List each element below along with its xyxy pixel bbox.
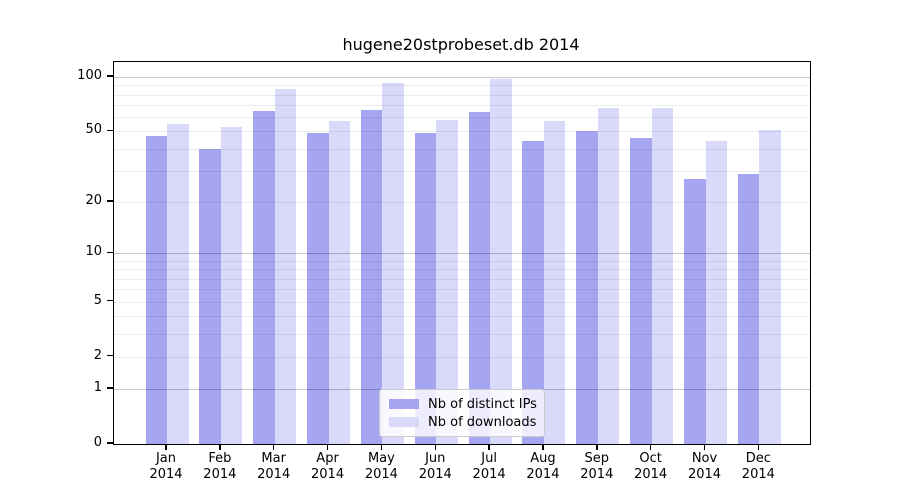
gridline-minor-9 <box>114 260 810 262</box>
gridline-minor-20 <box>114 201 810 203</box>
legend-item-downloads: Nb of downloads <box>389 414 537 431</box>
x-tick-jan <box>165 444 167 450</box>
bar-downloads-may <box>382 82 404 444</box>
gridline-minor-5 <box>114 301 810 303</box>
bar-downloads-dec <box>759 129 781 444</box>
y-tick-label-100: 100 <box>77 68 102 84</box>
y-tick-5 <box>107 299 113 302</box>
gridline-minor-8 <box>114 269 810 271</box>
bar-downloads-oct <box>651 108 674 444</box>
bar-distinct-ips-feb <box>199 148 221 444</box>
legend: Nb of distinct IPs Nb of downloads <box>379 389 545 437</box>
x-tick-aug <box>542 444 544 450</box>
x-tick-label-dec: Dec 2014 <box>741 451 775 482</box>
bar-downloads-jan <box>167 123 189 444</box>
bar-downloads-apr <box>328 121 351 444</box>
gridline-minor-30 <box>114 170 810 172</box>
x-tick-sep <box>596 444 598 450</box>
x-tick-label-nov: Nov 2014 <box>687 451 722 482</box>
y-tick-100 <box>107 75 113 77</box>
y-tick-label-10: 10 <box>85 244 102 260</box>
x-tick-jun <box>434 444 436 450</box>
bar-distinct-ips-jul <box>468 112 491 444</box>
plot-area <box>113 61 811 445</box>
legend-label-distinct-ips: Nb of distinct IPs <box>428 396 537 412</box>
gridline-minor-3 <box>114 333 810 335</box>
bar-distinct-ips-oct <box>630 137 652 444</box>
gridline-minor-90 <box>114 85 810 87</box>
gridline-minor-70 <box>114 105 810 107</box>
y-tick-0 <box>107 442 113 444</box>
x-tick-nov <box>703 444 706 450</box>
y-tick-10 <box>107 251 113 254</box>
bar-downloads-mar <box>274 88 297 444</box>
x-tick-mar <box>272 444 275 450</box>
x-tick-feb <box>219 444 221 450</box>
bar-distinct-ips-jun <box>414 132 437 444</box>
legend-swatch-downloads <box>389 417 419 427</box>
x-tick-label-mar: Mar 2014 <box>257 451 291 482</box>
y-tick-label-50: 50 <box>85 122 102 138</box>
gridline-minor-7 <box>114 278 810 280</box>
gridline-minor-80 <box>114 94 810 96</box>
gridline-major-10 <box>114 253 810 255</box>
x-tick-apr <box>326 444 329 450</box>
x-tick-may <box>380 444 383 450</box>
bar-distinct-ips-dec <box>737 173 760 444</box>
x-tick-jul <box>488 444 490 450</box>
chart-title: hugene20stprobeset.db 2014 <box>342 35 580 54</box>
y-tick-label-2: 2 <box>93 347 102 363</box>
x-tick-label-aug: Aug 2014 <box>526 451 560 482</box>
x-tick-label-jun: Jun 2014 <box>418 451 452 482</box>
y-tick-20 <box>107 200 113 202</box>
bar-distinct-ips-nov <box>684 179 706 444</box>
x-tick-label-sep: Sep 2014 <box>580 451 614 482</box>
bar-distinct-ips-jan <box>145 136 167 444</box>
y-tick-label-0: 0 <box>93 435 102 450</box>
grid-layer <box>114 62 810 444</box>
gridline-minor-6 <box>114 289 810 291</box>
bar-distinct-ips-aug <box>522 141 544 444</box>
legend-item-distinct-ips: Nb of distinct IPs <box>389 396 537 413</box>
y-tick-1 <box>107 387 113 389</box>
bar-downloads-aug <box>543 121 566 444</box>
bar-downloads-feb <box>220 126 243 444</box>
y-tick-50 <box>107 129 113 132</box>
bar-distinct-ips-apr <box>307 132 329 444</box>
gridline-minor-4 <box>114 316 810 318</box>
gridline-minor-2 <box>114 356 810 358</box>
y-tick-label-5: 5 <box>93 292 102 308</box>
x-tick-label-oct: Oct 2014 <box>634 451 668 482</box>
x-tick-label-feb: Feb 2014 <box>203 451 237 482</box>
gridline-minor-40 <box>114 148 810 150</box>
x-tick-label-jul: Jul 2014 <box>472 451 506 482</box>
bar-downloads-nov <box>705 141 727 444</box>
x-tick-label-may: May 2014 <box>364 451 398 482</box>
bar-downloads-sep <box>597 108 620 444</box>
bar-downloads-jul <box>490 79 512 444</box>
bars-layer <box>114 62 810 444</box>
x-tick-label-jan: Jan 2014 <box>149 451 183 482</box>
bar-distinct-ips-mar <box>253 110 275 444</box>
gridline-major-100 <box>114 77 810 79</box>
legend-label-downloads: Nb of downloads <box>428 414 537 430</box>
bar-distinct-ips-sep <box>576 131 598 444</box>
y-tick-2 <box>107 354 113 357</box>
bar-downloads-jun <box>436 119 458 444</box>
legend-swatch-distinct-ips <box>389 399 419 409</box>
gridline-minor-60 <box>114 117 810 119</box>
bar-distinct-ips-may <box>360 109 383 444</box>
x-tick-label-apr: Apr 2014 <box>311 451 345 482</box>
x-tick-dec <box>757 444 760 450</box>
x-tick-oct <box>649 444 652 450</box>
y-tick-label-1: 1 <box>93 379 102 395</box>
y-tick-label-20: 20 <box>85 192 102 208</box>
gridline-minor-50 <box>114 131 810 133</box>
